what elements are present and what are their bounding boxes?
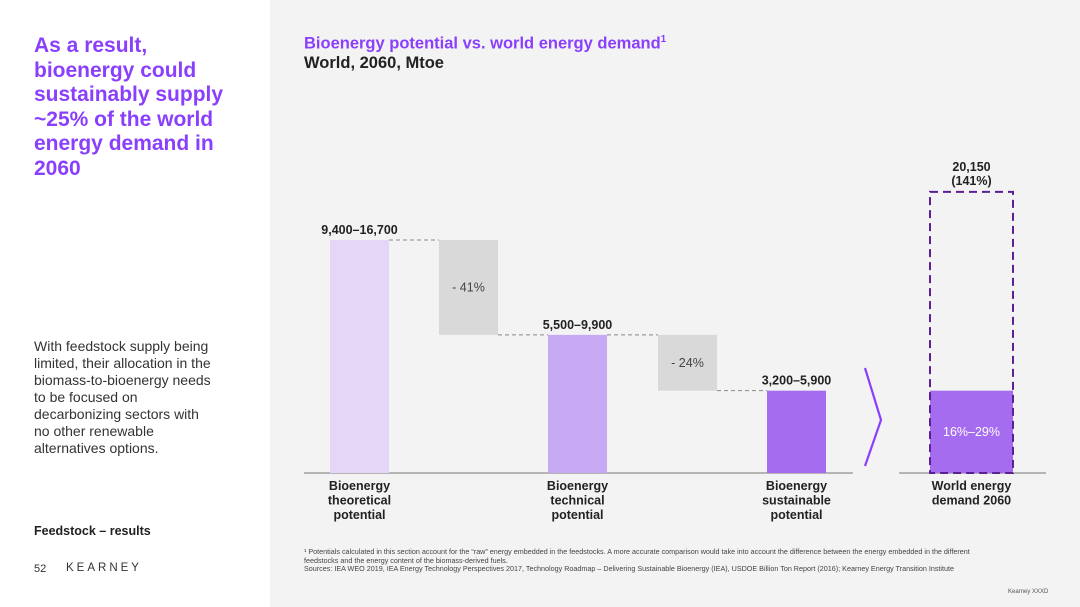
chart-subtitle: World, 2060, Mtoe	[304, 54, 444, 72]
section-label: Feedstock – results	[34, 524, 151, 538]
reduction-bar-2	[658, 334, 717, 391]
body-text: With feedstock supply being limited, the…	[34, 338, 211, 456]
headline: As a result, bioenergy could sustainably…	[34, 34, 224, 180]
demand-share-label: 16%–29%	[943, 425, 1000, 439]
chart-title-footnote-mark: 1	[660, 34, 667, 45]
left-panel	[0, 0, 270, 607]
footnote: ¹ Potentials calculated in this section …	[304, 547, 1049, 574]
reduction-bar-1	[439, 240, 498, 335]
demand-value-label: 20,150	[952, 160, 990, 174]
page-number: 52	[34, 563, 47, 575]
reduction-label-2: - 24%	[671, 356, 704, 370]
category-label-3: sustainable	[762, 494, 831, 508]
bar-1	[330, 240, 389, 473]
chart-title: Bioenergy potential vs. world energy dem…	[304, 34, 666, 54]
bar-value-label-2: 5,500–9,900	[543, 318, 613, 332]
footnote-line-2: feedstocks and the energy content of the…	[304, 555, 508, 565]
bar-value-label-3: 3,200–5,900	[762, 374, 832, 388]
bar-2	[548, 334, 607, 473]
footnote-line-1: ¹ Potentials calculated in this section …	[304, 547, 970, 556]
category-label-3: potential	[770, 508, 822, 522]
bar-value-label-1: 9,400–16,700	[321, 223, 398, 237]
category-label-1: theoretical	[328, 494, 391, 508]
category-label-2: technical	[550, 494, 604, 508]
world-demand-bar-outline	[929, 190, 1014, 474]
category-label-1: potential	[333, 508, 385, 522]
category-label-2: potential	[551, 508, 603, 522]
category-label-3: Bioenergy	[766, 479, 827, 493]
chart-title-text: Bioenergy potential vs. world energy dem…	[304, 34, 661, 53]
demand-value-sublabel: (141%)	[951, 174, 991, 188]
category-label-4: demand 2060	[932, 494, 1011, 508]
category-label-4: World energy	[932, 479, 1012, 493]
copyright: Kearney XXXD	[1008, 589, 1049, 595]
category-label-1: Bioenergy	[329, 479, 390, 493]
demand-share-bar	[930, 390, 1013, 473]
brand-logo: KEARNEY	[66, 562, 142, 574]
chart-panel	[270, 0, 1080, 607]
chevron-arrow-icon	[863, 367, 883, 467]
category-label-2: Bioenergy	[547, 479, 608, 493]
footnote-sources: Sources: IEA WEO 2019, IEA Energy Techno…	[304, 564, 955, 574]
bar-3	[767, 390, 826, 473]
reduction-label-1: - 41%	[452, 280, 485, 294]
